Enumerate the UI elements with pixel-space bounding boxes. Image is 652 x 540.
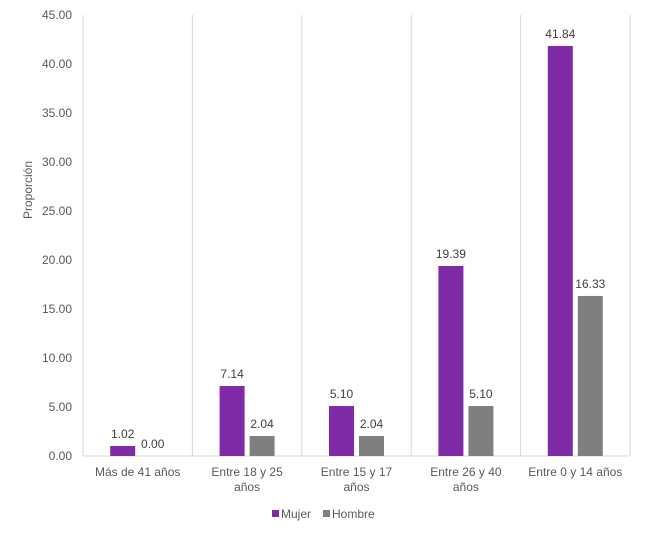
- bar-mujer: [547, 45, 573, 457]
- data-label-hombre: 0.00: [141, 437, 165, 451]
- bar-mujer: [329, 406, 354, 456]
- legend-label-mujer: Mujer: [281, 507, 311, 521]
- y-tick-label: 40.00: [42, 57, 72, 71]
- bar-mujer: [219, 386, 245, 456]
- bar-hombre: [468, 406, 494, 456]
- y-tick-label: 35.00: [42, 106, 72, 120]
- data-label-hombre: 2.04: [360, 417, 384, 431]
- y-axis-ticks: 0.00 5.00 10.00 15.00 20.00 25.00 30.00 35.00 40…: [42, 8, 72, 463]
- y-tick-label: 10.00: [42, 351, 72, 365]
- data-label-hombre: 5.10: [469, 387, 493, 401]
- data-label-mujer: 41.84: [545, 27, 575, 41]
- data-labels: 1.02 7.14 5.10 19.39 41.84 0.00 2.04 2.04 5.10 16…: [111, 27, 606, 451]
- y-tick-label: 15.00: [42, 302, 72, 316]
- y-tick-label: 5.00: [49, 400, 73, 414]
- y-tick-label: 45.00: [42, 8, 72, 22]
- legend-label-hombre: Hombre: [332, 507, 375, 521]
- y-tick-label: 25.00: [42, 204, 72, 218]
- legend-swatch-hombre: [323, 510, 331, 517]
- x-category-label: años: [343, 480, 369, 494]
- bar-hombre: [249, 436, 275, 456]
- x-category-label: Entre 0 y 14 años: [528, 465, 622, 479]
- x-category-label: Más de 41 años: [95, 465, 180, 479]
- x-category-label: Entre 26 y 40: [430, 465, 502, 479]
- data-label-mujer: 1.02: [111, 427, 135, 441]
- category-separators: [82, 15, 631, 456]
- legend: Mujer Hombre: [272, 507, 375, 521]
- y-tick-label: 30.00: [42, 155, 72, 169]
- bar-hombre: [577, 295, 603, 456]
- y-tick-label: 20.00: [42, 253, 72, 267]
- bar-mujer: [110, 446, 136, 456]
- x-category-label: Entre 15 y 17: [321, 465, 393, 479]
- data-label-mujer: 5.10: [330, 387, 354, 401]
- bar-mujer: [438, 265, 464, 456]
- x-category-label: años: [453, 480, 479, 494]
- y-tick-label: 0.00: [49, 449, 73, 463]
- legend-swatch-mujer: [272, 510, 279, 517]
- x-category-label: Entre 18 y 25: [211, 465, 283, 479]
- bar-hombre: [359, 436, 384, 456]
- y-axis-label: Proporción: [21, 161, 35, 219]
- data-label-mujer: 19.39: [436, 247, 466, 261]
- data-label-mujer: 7.14: [220, 367, 244, 381]
- data-label-hombre: 2.04: [250, 417, 274, 431]
- bars: [110, 45, 603, 457]
- x-category-label: años: [234, 480, 260, 494]
- data-label-hombre: 16.33: [575, 277, 605, 291]
